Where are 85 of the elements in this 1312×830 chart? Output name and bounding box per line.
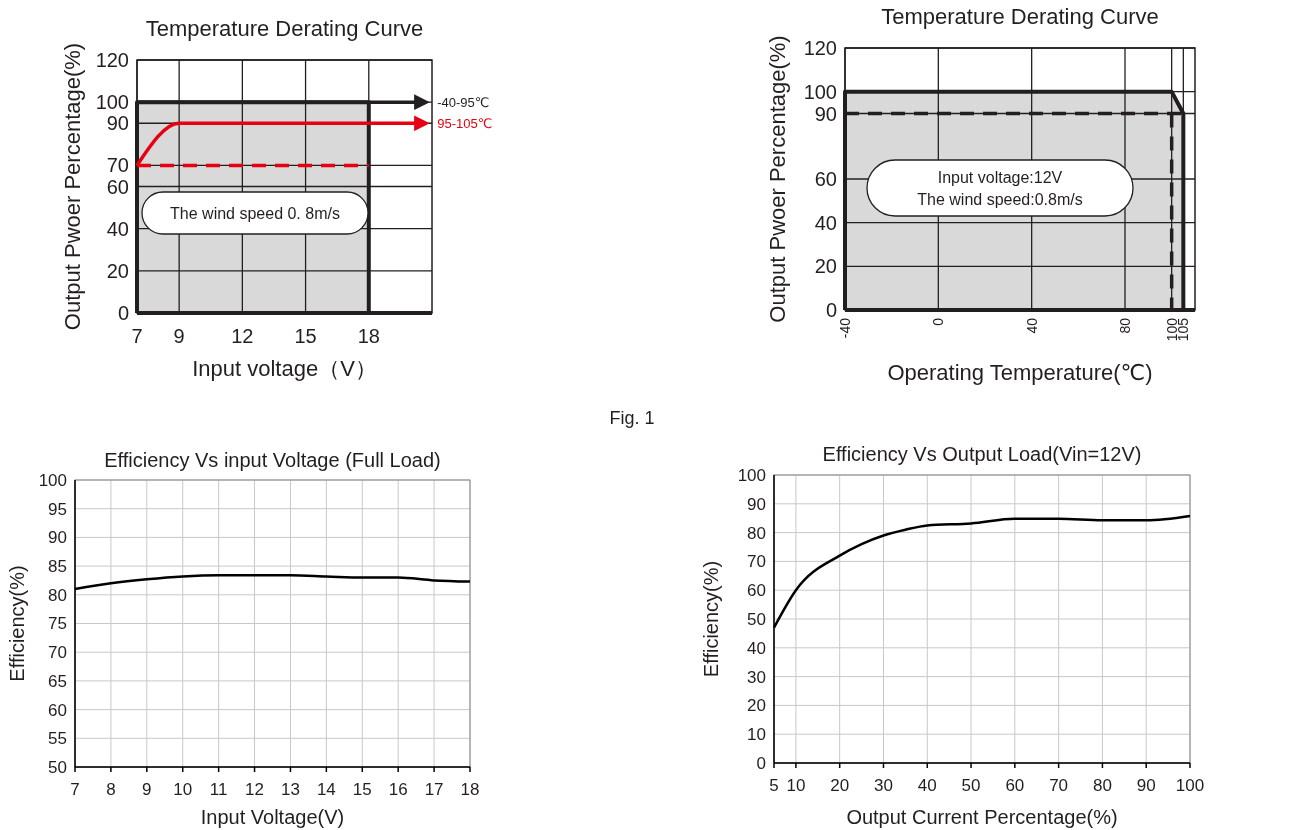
- y-tick-label: 30: [747, 667, 766, 687]
- y-tick-label: 70: [106, 154, 129, 177]
- y-tick-label: 60: [106, 175, 129, 198]
- x-tick-label: 17: [424, 780, 444, 799]
- y-tick-label: 50: [747, 609, 766, 629]
- y-tick-label: 100: [38, 470, 67, 490]
- y-tick-label: 100: [737, 465, 766, 485]
- x-tick-label: 18: [460, 780, 480, 799]
- series-label: 95-105℃: [437, 115, 493, 131]
- y-tick-label: 65: [48, 671, 67, 691]
- y-tick-label: 95: [48, 499, 67, 519]
- x-tick-label: 40: [1023, 317, 1040, 334]
- x-axis-title: Input Voltage(V): [200, 806, 345, 828]
- x-tick-label: 80: [1092, 776, 1112, 795]
- y-tick-label: 60: [48, 700, 67, 720]
- x-axis-title: Input voltage（V）: [192, 356, 377, 381]
- x-tick-label: 10: [786, 776, 806, 795]
- y-tick-label: 80: [747, 523, 766, 543]
- x-tick-label: 70: [1049, 776, 1069, 795]
- x-tick-label: 60: [1005, 776, 1025, 795]
- x-tick-label: 80: [1116, 317, 1133, 334]
- annotation: The wind speed 0. 8m/s: [170, 204, 340, 222]
- y-tick-label: 50: [48, 757, 67, 777]
- y-tick-label: 120: [95, 49, 129, 71]
- series-label: -40-95℃: [437, 94, 490, 110]
- y-tick-label: 80: [48, 585, 67, 605]
- y-tick-label: 70: [747, 552, 766, 572]
- caption: Fig. 1: [609, 408, 655, 428]
- x-tick-label: 100: [1175, 776, 1205, 795]
- y-tick-label: 100: [95, 91, 129, 114]
- x-tick-label: 11: [209, 780, 228, 799]
- y-axis-title: Efficiency(%): [700, 560, 722, 678]
- y-tick-label: 55: [48, 729, 67, 749]
- y-tick-label: 60: [814, 168, 837, 190]
- y-tick-label: 90: [814, 102, 837, 125]
- x-tick-label: 15: [294, 325, 317, 347]
- x-tick-label: 30: [874, 776, 893, 795]
- x-tick-label: 12: [245, 780, 265, 799]
- y-tick-label: 70: [48, 643, 67, 663]
- chart-title: Temperature Derating Curve: [881, 4, 1159, 29]
- x-axis-title: Operating Temperature(℃): [887, 360, 1153, 385]
- x-tick-label: 7: [70, 780, 80, 799]
- x-tick-label: 8: [106, 780, 116, 799]
- chart-title: Efficiency Vs Output Load(Vin=12V): [822, 443, 1142, 465]
- x-tick-label: 15: [352, 780, 372, 799]
- y-tick-label: 85: [48, 557, 67, 577]
- x-tick-label: 20: [830, 776, 850, 795]
- x-tick-label: 90: [1136, 776, 1156, 795]
- x-tick-label: 50: [961, 776, 981, 795]
- x-axis-title: Output Current Percentage(%): [846, 806, 1118, 828]
- y-tick-label: 90: [106, 112, 129, 135]
- y-axis-title: Output Pwoer Percentage(%): [765, 35, 790, 323]
- annotation: The wind speed:0.8m/s: [917, 190, 1083, 208]
- y-tick-label: 90: [48, 528, 67, 548]
- x-tick-label: 40: [917, 776, 937, 795]
- y-tick-label: 0: [756, 753, 766, 773]
- x-tick-label: 18: [357, 325, 380, 347]
- x-tick-label: -40: [836, 317, 853, 339]
- y-axis-title: Efficiency(%): [6, 565, 28, 682]
- y-tick-label: 90: [747, 494, 766, 514]
- x-tick-label: 9: [173, 325, 185, 347]
- y-tick-label: 20: [747, 696, 766, 716]
- x-tick-label: 16: [388, 780, 408, 799]
- y-tick-label: 40: [747, 638, 766, 658]
- y-tick-label: 100: [803, 80, 837, 103]
- y-tick-label: 40: [106, 217, 129, 240]
- annotation: Input voltage:12V: [937, 168, 1063, 186]
- x-tick-label: 14: [316, 780, 336, 799]
- y-tick-label: 40: [814, 211, 837, 234]
- x-tick-label: 13: [280, 780, 300, 799]
- x-tick-label: 12: [231, 325, 254, 347]
- y-tick-label: 20: [814, 255, 837, 278]
- chart-title: Efficiency Vs input Voltage (Full Load): [104, 449, 441, 471]
- x-tick-label: 9: [142, 780, 152, 799]
- x-tick-label: 10: [173, 780, 193, 799]
- y-tick-label: 120: [803, 37, 837, 59]
- y-tick-label: 75: [48, 614, 67, 634]
- y-tick-label: 10: [747, 725, 766, 745]
- chart-title: Temperature Derating Curve: [145, 16, 424, 41]
- x-tick-label: 0: [930, 317, 947, 326]
- x-tick-label: 7: [131, 325, 143, 347]
- y-tick-label: 60: [747, 581, 766, 601]
- y-axis-title: Output Pwoer Percentage(%): [60, 42, 85, 331]
- x-tick-label: 5: [769, 776, 779, 795]
- y-tick-label: 20: [106, 259, 129, 282]
